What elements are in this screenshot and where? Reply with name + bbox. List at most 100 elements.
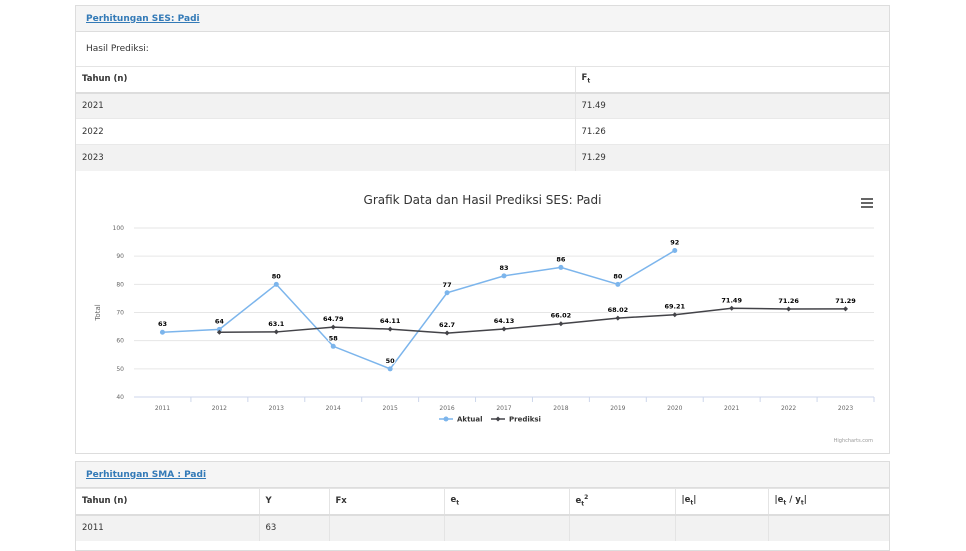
data-label: 66.02 — [551, 312, 572, 320]
data-point — [615, 315, 621, 321]
legend-swatch-marker — [443, 416, 449, 422]
legend-swatch-marker — [495, 416, 501, 422]
sma-col-abs-et: |et| — [674, 488, 768, 516]
x-tick-label: 2020 — [667, 405, 682, 412]
ft-cell: 71.49 — [574, 92, 889, 119]
x-tick-label: 2022 — [781, 405, 796, 412]
x-tick-label: 2011 — [155, 405, 170, 412]
x-tick-label: 2012 — [212, 405, 227, 412]
y-axis-title: Total — [94, 304, 102, 321]
sma-col-ratio: |et / yt| — [767, 488, 889, 516]
legend-item-label[interactable]: Aktual — [457, 416, 483, 424]
result-label: Hasil Prediksi: — [86, 44, 149, 54]
x-tick-label: 2015 — [383, 405, 398, 412]
sma-col-y: Y — [258, 488, 329, 516]
year-cell: 2022 — [76, 118, 575, 145]
ses-panel: Perhitungan SES: Padi Hasil Prediksi: Ta… — [75, 5, 890, 454]
data-label: 80 — [272, 272, 282, 280]
x-tick-label: 2023 — [838, 405, 853, 412]
data-label: 86 — [556, 255, 566, 263]
data-label: 64 — [215, 317, 225, 325]
x-tick-label: 2018 — [553, 405, 568, 412]
series-line-aktual — [162, 249, 676, 370]
data-label: 58 — [329, 334, 339, 342]
y-tick-label: 70 — [116, 310, 124, 317]
legend-item-label[interactable]: Prediksi — [509, 416, 541, 424]
y-tick-label: 40 — [116, 394, 124, 401]
data-point — [273, 329, 279, 335]
ft-cell: 71.29 — [574, 144, 889, 171]
y-cell: 63 — [258, 514, 329, 541]
table-row: 2023 71.29 — [76, 144, 889, 171]
sma-col-et: et — [443, 488, 569, 516]
y-tick-label: 50 — [116, 366, 124, 373]
x-tick-label: 2016 — [439, 405, 454, 412]
ses-table-header: Tahun (n) Ft — [76, 66, 889, 94]
data-label: 68.02 — [608, 306, 629, 314]
year-cell: 2023 — [76, 144, 575, 171]
data-label: 64.11 — [380, 317, 401, 325]
x-tick-label: 2017 — [496, 405, 511, 412]
sma-table: Tahun (n) Y Fx et et2 |et| |et / yt| 201… — [76, 488, 889, 541]
data-point — [501, 326, 507, 332]
data-label: 63.1 — [268, 320, 285, 328]
x-tick-label: 2021 — [724, 405, 739, 412]
y-tick-label: 100 — [113, 225, 125, 232]
sma-table-header: Tahun (n) Y Fx et et2 |et| |et / yt| — [76, 488, 889, 516]
chart-svg: 40 50 60 70 80 90 100 2011 2012 2013 2014 2015 2016 2… — [94, 225, 875, 424]
data-point — [444, 290, 450, 296]
year-cell: 2021 — [76, 92, 575, 119]
table-row: 2011 63 — [76, 514, 889, 541]
data-point — [387, 366, 393, 372]
ses-panel-heading: Perhitungan SES: Padi — [76, 6, 889, 32]
data-point — [159, 329, 165, 335]
data-point — [216, 326, 222, 332]
data-point — [615, 281, 621, 287]
data-label: 92 — [670, 239, 679, 247]
sma-col-fx: Fx — [328, 488, 444, 516]
data-point — [843, 306, 849, 312]
data-point — [387, 326, 393, 332]
data-label: 71.49 — [721, 296, 742, 304]
data-point — [216, 329, 222, 335]
y-tick-label: 60 — [116, 338, 124, 345]
data-point — [273, 281, 279, 287]
data-label: 83 — [499, 264, 508, 272]
y-tick-label: 90 — [116, 253, 124, 260]
col-ft-header: Ft — [574, 66, 889, 94]
data-label: 69.21 — [664, 303, 685, 311]
data-point — [672, 312, 678, 318]
data-point — [672, 248, 678, 254]
data-point — [330, 343, 336, 349]
col-year-header: Tahun (n) — [76, 66, 575, 94]
data-point — [558, 321, 564, 327]
ses-result-table: Tahun (n) Ft 2021 71.49 2022 71.26 2023 71.29 — [76, 66, 889, 171]
table-row: 2021 71.49 — [76, 92, 889, 119]
year-cell: 2011 — [76, 514, 259, 541]
sma-heading-link[interactable]: Perhitungan SMA : Padi — [86, 469, 207, 480]
data-point — [444, 330, 450, 336]
chart-title: Grafik Data dan Hasil Prediksi SES: Padi — [363, 193, 602, 207]
data-point — [330, 324, 336, 330]
x-tick-label: 2019 — [610, 405, 625, 412]
ses-heading-link[interactable]: Perhitungan SES: Padi — [86, 13, 200, 24]
series-line-prediksi — [219, 307, 846, 334]
data-point — [786, 306, 792, 312]
sma-col-year: Tahun (n) — [76, 488, 259, 516]
data-label: 50 — [386, 357, 396, 365]
sma-panel-heading: Perhitungan SMA : Padi — [76, 462, 889, 488]
data-label: 62.7 — [439, 321, 455, 329]
ft-cell: 71.26 — [574, 118, 889, 145]
sma-panel: Perhitungan SMA : Padi Tahun (n) Y Fx et… — [75, 461, 890, 551]
data-label: 71.26 — [778, 297, 799, 305]
data-point — [501, 273, 507, 279]
chart-credits[interactable]: Highcharts.com — [833, 438, 873, 444]
ses-chart: Grafik Data dan Hasil Prediksi SES: Padi… — [76, 185, 889, 450]
data-label: 77 — [443, 281, 452, 289]
chart-menu-icon[interactable] — [861, 198, 873, 208]
table-row: 2022 71.26 — [76, 118, 889, 145]
data-point — [729, 305, 735, 311]
data-label: 64.13 — [494, 317, 515, 325]
data-label: 63 — [158, 320, 167, 328]
data-label: 71.29 — [835, 297, 856, 305]
